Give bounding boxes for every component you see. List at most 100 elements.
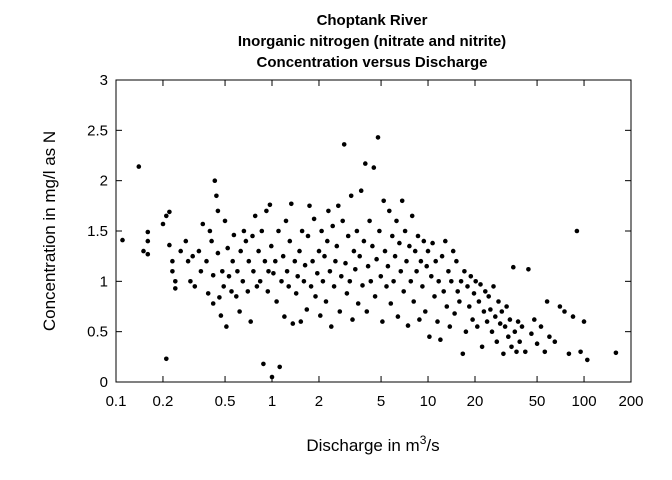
data-point	[307, 203, 312, 209]
data-point	[391, 279, 396, 284]
data-point	[358, 188, 364, 193]
data-point	[344, 291, 350, 296]
data-point	[455, 289, 461, 294]
data-point	[252, 213, 258, 219]
data-point	[397, 240, 402, 246]
data-point	[269, 243, 274, 249]
data-point	[404, 258, 409, 264]
data-point	[368, 279, 374, 284]
data-point	[334, 243, 340, 249]
data-point	[468, 274, 474, 279]
data-point	[529, 331, 534, 337]
x-tick-label: 0.2	[153, 393, 174, 410]
data-point	[382, 248, 388, 254]
data-point	[425, 248, 431, 254]
data-point	[226, 274, 232, 279]
data-point	[350, 317, 355, 322]
data-point	[274, 299, 279, 304]
x-axis-label-suffix: /s	[426, 436, 439, 455]
data-point	[388, 301, 394, 306]
data-point	[465, 284, 470, 289]
data-point	[504, 304, 509, 309]
data-point	[501, 351, 506, 357]
data-point	[534, 341, 540, 347]
data-point	[570, 314, 576, 319]
data-point	[345, 233, 351, 239]
data-point	[343, 260, 348, 266]
data-point	[240, 279, 246, 284]
data-point	[562, 309, 567, 314]
data-point	[277, 364, 283, 370]
data-point	[392, 253, 398, 259]
data-point	[220, 269, 225, 274]
data-point	[297, 248, 302, 254]
data-point	[326, 208, 331, 214]
x-axis: 0.1 0.2 0.5 1 2 5 10 20 50 100 200	[106, 80, 644, 410]
data-point	[387, 208, 392, 214]
data-point	[167, 209, 172, 215]
data-point	[160, 221, 166, 227]
data-point	[395, 314, 401, 319]
data-point	[457, 299, 462, 304]
data-point	[489, 329, 495, 335]
chart-title: Choptank River Inorganic nitrogen (nitra…	[238, 12, 506, 71]
data-point	[311, 216, 317, 222]
data-point	[486, 294, 492, 299]
data-point	[526, 267, 531, 272]
data-point	[198, 269, 204, 274]
data-point	[145, 251, 151, 257]
data-point	[340, 218, 346, 224]
data-point	[399, 198, 405, 204]
y-axis-label: Concentration in mg/l as N	[40, 131, 59, 331]
data-point	[357, 253, 363, 259]
x-tick-label: 50	[529, 393, 546, 410]
data-point	[538, 324, 544, 329]
data-point	[284, 269, 290, 274]
data-point	[192, 284, 198, 289]
data-point	[248, 319, 253, 324]
x-tick-label: 2	[315, 393, 323, 410]
data-point	[506, 334, 511, 340]
data-point	[435, 319, 440, 324]
data-point	[230, 258, 235, 264]
data-point	[331, 284, 337, 289]
data-point	[221, 284, 226, 289]
data-point	[432, 294, 437, 299]
chart-title-line-2: Inorganic nitrogen (nitrate and nitrite)	[238, 33, 506, 50]
data-point	[574, 228, 580, 234]
data-point	[436, 279, 442, 284]
data-point	[353, 267, 358, 272]
data-point	[408, 279, 414, 284]
data-point	[364, 309, 370, 314]
data-point	[293, 291, 299, 296]
data-point	[329, 324, 334, 329]
data-point	[313, 294, 318, 299]
data-point	[190, 253, 195, 259]
data-point	[339, 274, 344, 279]
data-point	[381, 198, 387, 204]
data-point	[259, 228, 265, 234]
data-point	[246, 258, 252, 264]
y-tick-label: 1.5	[87, 223, 108, 240]
data-point	[145, 229, 151, 235]
data-point	[421, 238, 427, 244]
data-point	[265, 289, 271, 294]
data-point	[234, 294, 239, 299]
data-point	[185, 258, 191, 264]
data-point	[479, 344, 485, 350]
data-point	[330, 223, 336, 229]
data-point	[173, 286, 178, 291]
data-point	[385, 263, 391, 269]
data-point	[444, 304, 450, 309]
data-point	[302, 262, 308, 268]
data-point	[407, 243, 412, 249]
data-point	[497, 321, 503, 326]
data-point	[488, 307, 493, 312]
data-point	[467, 304, 472, 309]
data-point	[581, 319, 587, 324]
data-point	[183, 238, 189, 244]
data-point	[327, 269, 333, 274]
data-point	[354, 228, 360, 234]
x-tick-label: 200	[618, 393, 643, 410]
data-point	[267, 202, 273, 208]
